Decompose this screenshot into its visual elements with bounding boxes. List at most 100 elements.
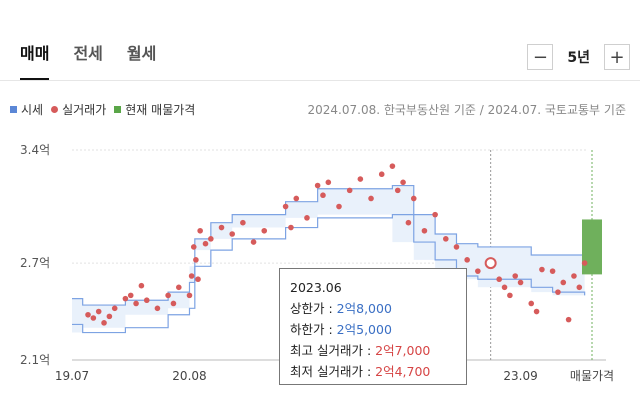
legend-square-icon (114, 106, 122, 113)
trade-point (111, 305, 118, 312)
tooltip-lower: 하한가 : 2억5,000 (290, 322, 392, 337)
trade-point (389, 163, 396, 169)
legend-label: 실거래가 (62, 103, 107, 117)
tab-jeonse[interactable]: 전세 (73, 44, 103, 63)
trade-point (250, 239, 257, 245)
market-price-band (72, 185, 585, 333)
trade-point (190, 244, 197, 250)
trade-point (314, 182, 321, 189)
trade-point (202, 240, 209, 247)
trade-point (576, 284, 583, 291)
trade-point (528, 300, 535, 307)
trade-point (432, 211, 438, 218)
trade-point (170, 300, 177, 307)
trade-point (549, 268, 556, 274)
trade-point (453, 244, 460, 250)
trade-point (186, 292, 193, 299)
trade-point (193, 257, 199, 263)
x-tick-label: 19.07 (55, 369, 89, 383)
legend-label: 현재 매물가격 (125, 103, 196, 117)
trade-point (282, 203, 289, 210)
legend-label: 시세 (21, 103, 44, 117)
trade-point (394, 187, 401, 194)
chart-legend: 시세 실거래가 현재 매물가격 (10, 101, 203, 118)
trade-point (496, 276, 503, 283)
tab-monthly-rent[interactable]: 월세 (126, 44, 157, 63)
trade-point (378, 171, 385, 178)
trade-point (555, 289, 561, 295)
x-tick-label: 20.08 (172, 369, 206, 383)
trade-point (507, 292, 513, 299)
trade-point (143, 297, 150, 304)
legend-item-market-price: 시세 (10, 101, 43, 118)
trade-point (421, 227, 428, 234)
chart-tooltip: 2023.06 상한가 : 2억8,000 하한가 : 2억5,000 최고 실… (279, 268, 467, 385)
period-control: − 5년 + (527, 44, 630, 70)
trade-point (565, 316, 572, 323)
tooltip-date: 2023.06 (290, 280, 342, 295)
trade-point (533, 308, 540, 315)
trade-point (336, 203, 342, 210)
trade-point (154, 305, 161, 312)
y-tick-label: 2.7억 (20, 256, 50, 270)
period-increase-button[interactable]: + (604, 44, 630, 70)
trade-point (400, 179, 406, 186)
trade-point (357, 176, 364, 182)
x-tick-label: 매물가격 (570, 369, 614, 383)
trade-point (571, 273, 577, 279)
trade-point (304, 215, 310, 221)
trade-point (240, 219, 246, 226)
trade-point (197, 227, 203, 234)
period-label: 5년 (567, 50, 590, 66)
trade-point (127, 292, 134, 299)
trade-point (346, 187, 353, 194)
data-source-note: 2024.07.08. 한국부동산원 기준 / 2024.07. 국토교통부 기… (307, 103, 627, 117)
trade-point (188, 273, 195, 279)
trade-point (512, 273, 519, 279)
trade-point (229, 231, 235, 237)
trade-point (464, 257, 470, 263)
trade-point (293, 195, 300, 202)
trade-point (165, 292, 171, 299)
trade-point (320, 192, 326, 199)
trade-point (475, 268, 481, 274)
x-tick-label: 23.09 (503, 369, 537, 383)
tab-sale[interactable]: 매매 (20, 40, 50, 80)
trade-point (560, 279, 567, 286)
trade-point (138, 282, 145, 289)
trade-point (218, 224, 225, 231)
trade-point (101, 320, 107, 326)
tooltip-upper: 상한가 : 2억8,000 (290, 301, 392, 316)
legend-dot-icon (51, 106, 59, 113)
trade-point (368, 195, 374, 202)
trade-point (410, 195, 417, 202)
trade-point (581, 260, 588, 266)
tabs-divider (0, 80, 640, 81)
highlighted-trade-point (484, 257, 497, 270)
trade-point (539, 266, 545, 273)
trade-point (106, 313, 113, 320)
trade-point (208, 236, 214, 242)
market-lower-line (72, 214, 586, 334)
trade-point (176, 284, 182, 291)
y-tick-label: 2.1억 (20, 353, 50, 367)
trade-point (90, 315, 97, 321)
trade-point (517, 279, 524, 286)
trade-point (85, 311, 91, 318)
tooltip-min: 최저 실거래가 : 2억4,700 (290, 364, 431, 379)
trade-point (95, 308, 102, 315)
trade-point (501, 284, 508, 291)
tooltip-max: 최고 실거래가 : 2억7,000 (290, 343, 431, 358)
legend-item-actual-trade: 실거래가 (51, 101, 106, 118)
trade-point (122, 295, 129, 302)
legend-square-icon (10, 106, 17, 113)
period-decrease-button[interactable]: − (527, 44, 554, 70)
legend-item-current-listing: 현재 매물가격 (114, 101, 195, 118)
y-tick-label: 3.4억 (20, 143, 50, 157)
trade-point (261, 227, 268, 234)
trade-point (405, 219, 412, 226)
trade-point (195, 276, 201, 283)
trade-point (133, 300, 139, 307)
deal-type-tabs: 매매 전세 월세 (20, 40, 180, 80)
trade-point (443, 236, 449, 242)
